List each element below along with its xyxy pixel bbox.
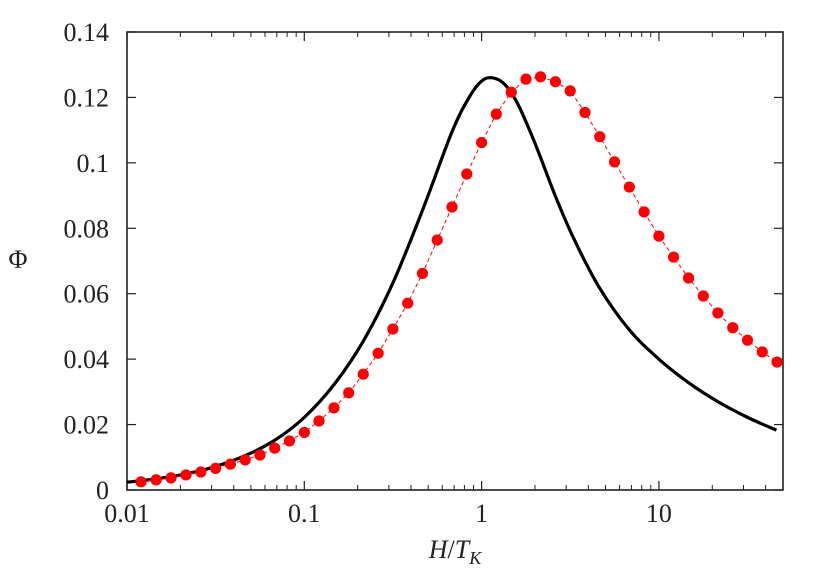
data-point bbox=[638, 206, 650, 218]
y-tick-label: 0 bbox=[96, 476, 109, 505]
data-point bbox=[727, 322, 739, 334]
data-point bbox=[608, 156, 621, 168]
data-point bbox=[387, 323, 399, 335]
data-point bbox=[564, 85, 576, 97]
data-point bbox=[313, 415, 325, 427]
data-point bbox=[653, 230, 665, 242]
data-point bbox=[239, 454, 251, 466]
data-point bbox=[254, 449, 266, 461]
data-point bbox=[135, 476, 147, 488]
numerical-dashed-line bbox=[140, 76, 778, 483]
data-point bbox=[594, 131, 606, 143]
data-point bbox=[520, 73, 532, 85]
data-point bbox=[712, 307, 724, 319]
y-tick-label: 0.1 bbox=[77, 149, 110, 178]
data-point bbox=[298, 426, 310, 439]
data-point bbox=[505, 86, 517, 98]
plot-area bbox=[126, 31, 784, 491]
data-point bbox=[150, 474, 162, 486]
y-tick-label: 0.04 bbox=[64, 345, 110, 374]
plot-border bbox=[126, 31, 784, 491]
data-point bbox=[283, 435, 296, 447]
data-point bbox=[446, 201, 458, 213]
data-point bbox=[328, 402, 340, 414]
data-point bbox=[343, 387, 355, 399]
data-point bbox=[195, 466, 207, 478]
data-point bbox=[667, 251, 680, 263]
y-axis-title: Φ bbox=[8, 245, 27, 274]
series-layer bbox=[127, 71, 783, 488]
x-tick-label: 10 bbox=[646, 499, 672, 528]
data-point bbox=[697, 290, 709, 302]
y-tick-label: 0.08 bbox=[64, 214, 110, 243]
data-point bbox=[402, 297, 414, 309]
data-point bbox=[224, 458, 237, 470]
x-tick-label: 0.1 bbox=[288, 499, 321, 528]
data-point bbox=[372, 347, 384, 359]
x-axis-title: H/TK bbox=[428, 535, 482, 568]
data-point bbox=[431, 234, 443, 246]
data-point bbox=[357, 368, 369, 380]
data-point bbox=[461, 168, 473, 180]
data-point bbox=[682, 272, 695, 284]
data-point bbox=[476, 136, 488, 149]
x-axis: 0.01 0.1 1 10 bbox=[104, 32, 767, 528]
data-point bbox=[490, 108, 502, 120]
data-point bbox=[165, 472, 177, 484]
data-point bbox=[269, 442, 281, 454]
data-point bbox=[209, 462, 222, 475]
data-point bbox=[741, 334, 754, 346]
y-tick-label: 0.02 bbox=[64, 411, 110, 440]
data-point bbox=[549, 76, 562, 88]
data-point bbox=[180, 469, 192, 481]
y-tick-label: 0.06 bbox=[64, 280, 110, 309]
data-point bbox=[416, 267, 429, 280]
data-point bbox=[534, 71, 547, 83]
data-point bbox=[771, 356, 783, 368]
data-point bbox=[579, 106, 591, 119]
x-tick-label: 1 bbox=[475, 499, 488, 528]
data-point bbox=[623, 181, 635, 193]
x-tick-label: 0.01 bbox=[104, 499, 150, 528]
y-axis: 0 0.02 0.04 0.06 0.08 0.1 0.12 0.14 bbox=[64, 18, 783, 505]
y-tick-label: 0.12 bbox=[64, 83, 110, 112]
y-tick-label: 0.14 bbox=[64, 18, 110, 47]
data-point bbox=[756, 346, 768, 358]
theory-curve bbox=[127, 76, 778, 484]
